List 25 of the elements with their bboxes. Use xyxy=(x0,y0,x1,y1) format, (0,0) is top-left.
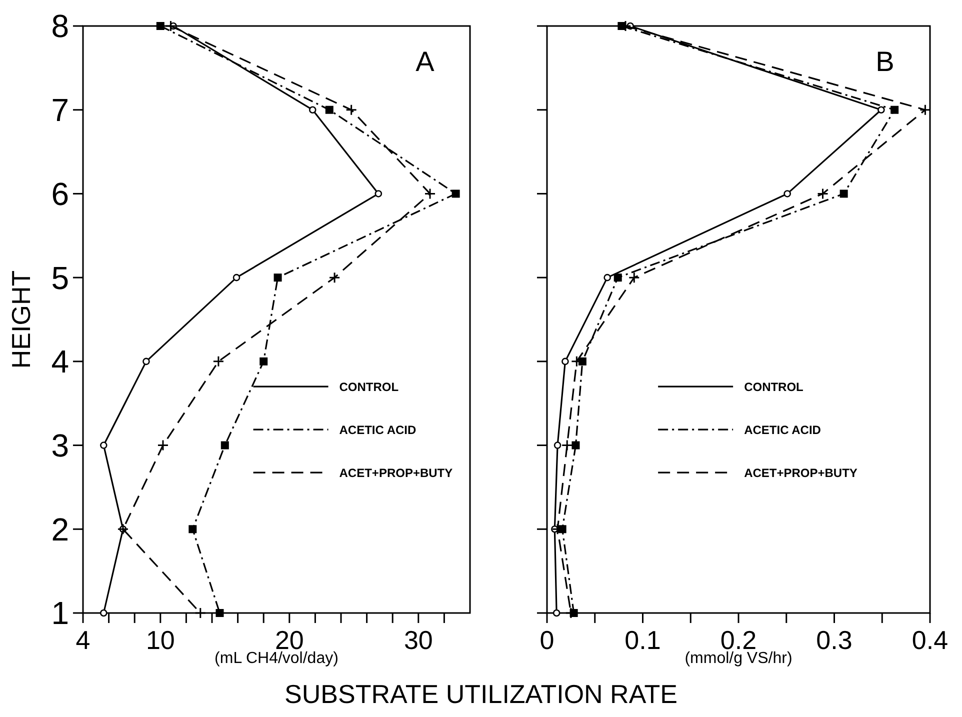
y-tick-label: 3 xyxy=(51,427,69,464)
x-tick-label: 30 xyxy=(404,625,433,655)
y-tick-label: 5 xyxy=(51,260,69,296)
x-tick-label: 4 xyxy=(76,625,90,655)
y-tick-label: 1 xyxy=(51,595,69,632)
text: B xyxy=(876,46,894,77)
text: ACETIC ACID xyxy=(339,422,416,437)
y-tick-label: 7 xyxy=(51,92,69,128)
x-tick-label: 0.3 xyxy=(816,625,852,655)
y-axis-title: HEIGHT xyxy=(6,270,36,369)
y-tick-label: 2 xyxy=(51,511,69,548)
text: ACETIC ACID xyxy=(744,422,822,437)
x-tick-label: 0.1 xyxy=(624,625,661,655)
x-tick-label: 0.4 xyxy=(912,625,948,655)
x-tick-label: 0 xyxy=(540,625,554,655)
text: ACET+PROP+BUTY xyxy=(744,466,858,480)
x-tick-label: 10 xyxy=(146,625,175,655)
y-tick-label: 6 xyxy=(51,176,69,212)
text: CONTROL xyxy=(744,380,804,394)
y-tick-label: 8 xyxy=(51,8,69,44)
text: A xyxy=(416,46,435,77)
y-tick-label: 4 xyxy=(51,344,69,380)
text: CONTROL xyxy=(339,380,399,394)
text: SUBSTRATE UTILIZATION RATE xyxy=(284,679,678,709)
text: ACET+PROP+BUTY xyxy=(339,466,453,480)
